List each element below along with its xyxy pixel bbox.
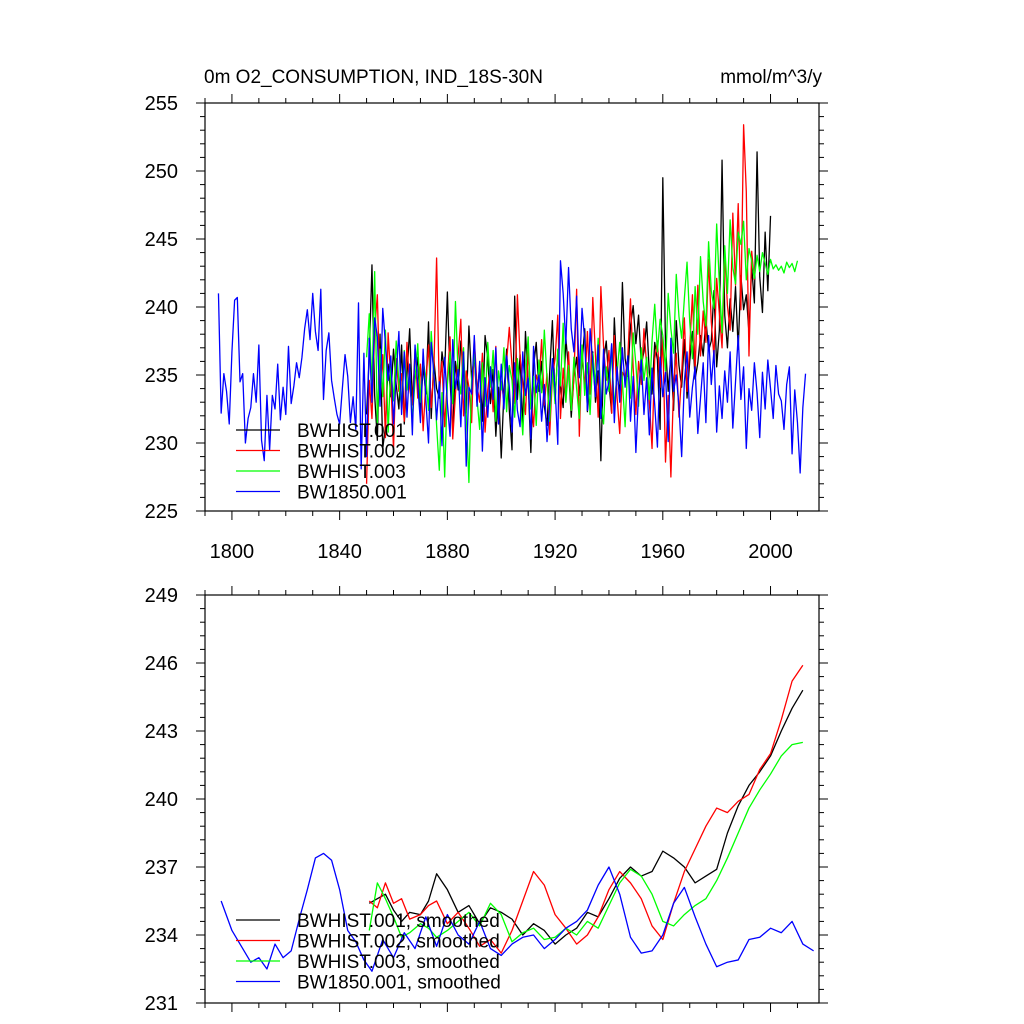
top-chart-ytick-label: 230 — [145, 433, 178, 455]
top-chart-series-4 — [217, 260, 807, 474]
bottom-chart-ytick-label: 249 — [145, 585, 178, 607]
top-chart-ytick-label: 235 — [145, 365, 178, 387]
top-chart-ytick-label: 250 — [145, 161, 178, 183]
top-chart-series-2 — [365, 124, 756, 484]
bottom-chart-series-3 — [368, 741, 803, 943]
top-chart-series-3 — [365, 219, 799, 484]
top-chart-xtick-label: 2000 — [748, 541, 793, 563]
bottom-chart-series-1 — [368, 689, 804, 945]
top-chart-xtick-label: 1880 — [425, 541, 470, 563]
bottom-chart-ytick-label: 234 — [145, 925, 178, 947]
bottom-chart-ytick-label: 246 — [145, 653, 178, 675]
top-chart-units: mmol/m^3/y — [720, 67, 822, 88]
bottom-chart-ytick-label: 243 — [145, 721, 178, 743]
bottom-chart-ytick-label: 237 — [145, 857, 178, 879]
top-chart-legend-label-4: BW1850.001 — [297, 483, 407, 504]
bottom-chart-series-layer — [220, 664, 814, 972]
bottom-chart-ytick-label: 231 — [145, 993, 178, 1015]
bottom-chart-tick-layer: 231 234 237 240 243 246 249 — [145, 585, 828, 1015]
top-chart-series-layer — [217, 124, 807, 484]
bottom-chart-frame — [204, 594, 820, 1004]
top-chart-legend-label-2: BWHIST.002 — [297, 442, 406, 463]
top-chart-ytick-label: 245 — [145, 229, 178, 251]
top-chart-xtick-label: 1960 — [641, 541, 686, 563]
bottom-chart-legend-label-4: BW1850.001, smoothed — [297, 973, 501, 994]
top-chart-legend-label-3: BWHIST.003 — [297, 462, 406, 483]
bottom-chart-panel: 231 234 237 240 243 246 249 BWHIST.001, smooth… — [145, 585, 828, 1015]
bottom-chart-legend-label-3: BWHIST.003, smoothed — [297, 952, 500, 973]
top-chart-ytick-label: 255 — [145, 93, 178, 115]
top-chart-panel: 1800 1840 1880 1920 1960 2000 225 230 235 240 245 2… — [145, 93, 828, 563]
top-chart-frame — [204, 102, 820, 512]
top-chart-legend-label-1: BWHIST.001 — [297, 421, 406, 442]
top-chart-ytick-label: 225 — [145, 501, 178, 523]
top-chart-xtick-label: 1920 — [533, 541, 578, 563]
top-chart-xtick-label: 1840 — [317, 541, 362, 563]
top-chart-xtick-label: 1800 — [210, 541, 255, 563]
top-chart-ytick-label: 240 — [145, 297, 178, 319]
top-chart-tick-layer: 1800 1840 1880 1920 1960 2000 225 230 235 240 245 2… — [145, 93, 828, 563]
bottom-chart-series-4 — [220, 852, 814, 972]
bottom-chart-ytick-label: 240 — [145, 789, 178, 811]
bottom-chart-legend-label-1: BWHIST.001, smoothed — [297, 911, 500, 932]
top-chart-title: 0m O2_CONSUMPTION, IND_18S-30N — [204, 67, 543, 88]
bottom-chart-legend-label-2: BWHIST.002, smoothed — [297, 932, 500, 953]
bottom-chart-series-2 — [368, 664, 804, 954]
